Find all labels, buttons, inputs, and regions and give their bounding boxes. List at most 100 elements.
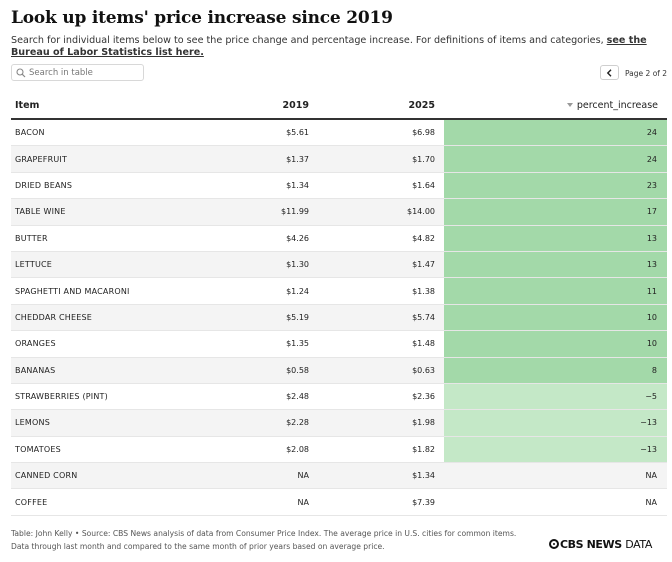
sort-descending-icon [566, 102, 573, 107]
cell-item: TABLE WINE [11, 198, 226, 226]
table-header-row: Item 2019 2025 percent_increase [11, 92, 667, 120]
subtitle-text: Search for individual items below to see… [11, 35, 607, 46]
cell-item: TOMATOES [11, 436, 226, 464]
cell-2025-price: $2.36 [318, 383, 444, 411]
cell-percent-increase: 17 [444, 198, 667, 226]
cell-2025-price: $6.98 [318, 119, 444, 147]
cell-2019-price: $11.99 [226, 198, 318, 226]
table-row: CANNED CORN NA $1.34 NA [11, 462, 667, 490]
brand-suffix: DATA [625, 538, 652, 551]
cell-percent-increase: −13 [444, 436, 667, 464]
cell-2019-price: NA [226, 462, 318, 490]
cell-percent-increase: 11 [444, 277, 667, 305]
cbs-news-data-logo: CBS NEWS DATA [549, 538, 652, 551]
cell-2025-price: $1.70 [318, 145, 444, 173]
cell-2019-price: $1.35 [226, 330, 318, 358]
cell-2019-price: $2.08 [226, 436, 318, 464]
cell-percent-increase: NA [444, 462, 667, 490]
cell-item: COFFEE [11, 488, 226, 516]
cell-item: SPAGHETTI AND MACARONI [11, 277, 226, 305]
cell-2019-price: $1.24 [226, 277, 318, 305]
cell-2019-price: $0.58 [226, 357, 318, 384]
cell-2025-price: $1.48 [318, 330, 444, 358]
cell-item: BUTTER [11, 225, 226, 252]
cell-2019-price: $5.19 [226, 304, 318, 332]
cell-item: LEMONS [11, 409, 226, 437]
column-header-2019[interactable]: 2019 [226, 92, 318, 120]
table-row: BANANAS $0.58 $0.63 8 [11, 357, 667, 384]
cell-2025-price: $1.98 [318, 409, 444, 437]
cell-item: DRIED BEANS [11, 172, 226, 200]
cell-2025-price: $0.63 [318, 357, 444, 384]
column-header-percent-increase[interactable]: percent_increase [444, 92, 667, 120]
search-icon [16, 68, 26, 78]
cell-2019-price: $2.28 [226, 409, 318, 437]
prev-page-button[interactable] [600, 65, 619, 80]
table-row: GRAPEFRUIT $1.37 $1.70 24 [11, 145, 667, 173]
footer-data-note: Data through last month and compared to … [11, 541, 385, 551]
cell-percent-increase: −5 [444, 383, 667, 411]
footer-note: Table: John Kelly • Source: CBS News ana… [11, 528, 571, 553]
cell-percent-increase: −13 [444, 409, 667, 437]
table-row: TOMATOES $2.08 $1.82 −13 [11, 436, 667, 464]
cell-2025-price: $14.00 [318, 198, 444, 226]
column-header-2025[interactable]: 2025 [318, 92, 444, 120]
cell-percent-increase: 13 [444, 251, 667, 279]
column-header-item[interactable]: Item [11, 92, 226, 120]
column-header-label: percent_increase [576, 99, 658, 111]
cell-percent-increase: NA [444, 488, 667, 516]
cell-2025-price: $1.47 [318, 251, 444, 279]
cell-2019-price: $1.34 [226, 172, 318, 200]
cell-percent-increase: 8 [444, 357, 667, 384]
cell-percent-increase: 10 [444, 330, 667, 358]
cell-percent-increase: 24 [444, 145, 667, 173]
table-row: TABLE WINE $11.99 $14.00 17 [11, 198, 667, 226]
table-row: LEMONS $2.28 $1.98 −13 [11, 409, 667, 437]
table-row: LETTUCE $1.30 $1.47 13 [11, 251, 667, 279]
table-row: BACON $5.61 $6.98 24 [11, 119, 667, 147]
cell-item: BACON [11, 119, 226, 147]
cell-item: STRAWBERRIES (PINT) [11, 383, 226, 411]
table-row: ORANGES $1.35 $1.48 10 [11, 330, 667, 358]
cell-item: CANNED CORN [11, 462, 226, 490]
cbs-eye-icon [549, 539, 559, 549]
cell-2025-price: $1.64 [318, 172, 444, 200]
cell-percent-increase: 10 [444, 304, 667, 332]
cell-percent-increase: 24 [444, 119, 667, 147]
cell-2019-price: $5.61 [226, 119, 318, 147]
chevron-left-icon [606, 69, 612, 77]
cell-2019-price: $4.26 [226, 225, 318, 252]
search-input[interactable] [29, 66, 139, 79]
cell-item: LETTUCE [11, 251, 226, 279]
table-row: DRIED BEANS $1.34 $1.64 23 [11, 172, 667, 200]
brand-name: CBS NEWS [560, 538, 622, 551]
table-row: CHEDDAR CHEESE $5.19 $5.74 10 [11, 304, 667, 332]
cell-2019-price: $1.30 [226, 251, 318, 279]
cell-2019-price: NA [226, 488, 318, 516]
table-row: BUTTER $4.26 $4.82 13 [11, 225, 667, 252]
subtitle: Search for individual items below to see… [11, 35, 666, 59]
cell-2025-price: $1.82 [318, 436, 444, 464]
cell-2019-price: $1.37 [226, 145, 318, 173]
cell-percent-increase: 23 [444, 172, 667, 200]
cell-item: GRAPEFRUIT [11, 145, 226, 173]
cell-item: CHEDDAR CHEESE [11, 304, 226, 332]
page-indicator: Page 2 of 2 [625, 69, 668, 78]
cell-item: ORANGES [11, 330, 226, 358]
cell-item: BANANAS [11, 357, 226, 384]
table-row: COFFEE NA $7.39 NA [11, 488, 667, 516]
cell-2025-price: $1.38 [318, 277, 444, 305]
search-box[interactable] [11, 64, 144, 81]
cell-2019-price: $2.48 [226, 383, 318, 411]
page-title: Look up items' price increase since 2019 [11, 8, 393, 28]
price-table: Item 2019 2025 percent_increase BACON $5.… [11, 92, 667, 516]
cell-2025-price: $1.34 [318, 462, 444, 490]
cell-2025-price: $4.82 [318, 225, 444, 252]
table-row: STRAWBERRIES (PINT) $2.48 $2.36 −5 [11, 383, 667, 411]
cell-2025-price: $5.74 [318, 304, 444, 332]
cell-percent-increase: 13 [444, 225, 667, 252]
footer-source: Table: John Kelly • Source: CBS News ana… [11, 529, 517, 538]
cell-2025-price: $7.39 [318, 488, 444, 516]
table-row: SPAGHETTI AND MACARONI $1.24 $1.38 11 [11, 277, 667, 305]
bls-link[interactable]: see the Bureau of Labor Statistics list … [11, 35, 647, 58]
